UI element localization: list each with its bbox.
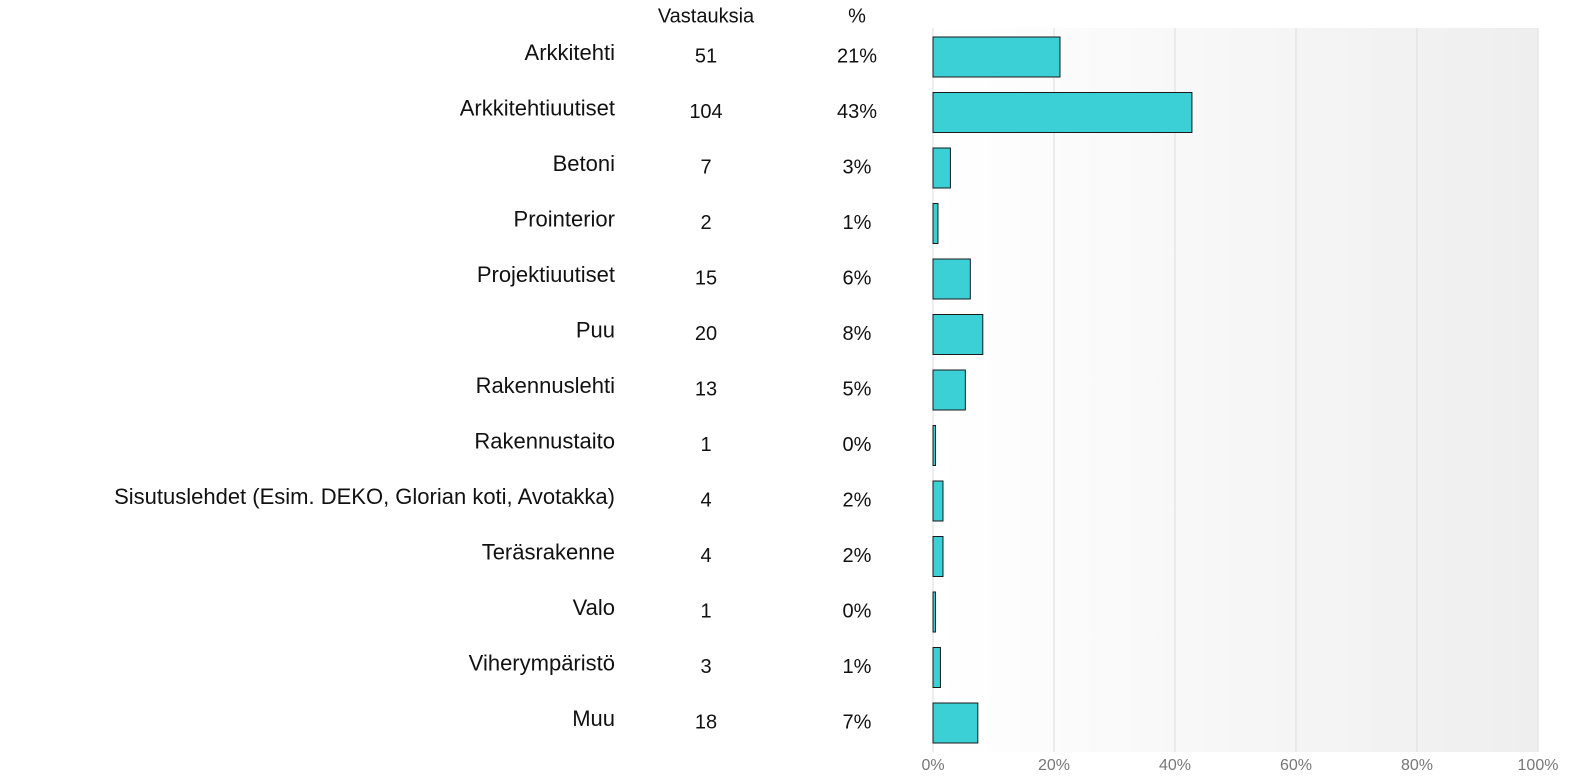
bar <box>932 314 984 355</box>
count-label: 18 <box>695 711 717 733</box>
count-label: 1 <box>700 434 711 456</box>
percent-label: 21% <box>837 45 877 67</box>
category-label: Valo <box>573 595 615 620</box>
count-label: 2 <box>700 212 711 234</box>
count-label: 20 <box>695 323 717 345</box>
category-label: Viherympäristö <box>469 650 615 675</box>
bar <box>932 425 936 466</box>
count-label: 4 <box>700 489 711 511</box>
bar <box>932 647 941 688</box>
bar <box>932 92 1193 133</box>
percent-label: 0% <box>843 600 872 622</box>
category-label: Arkkitehtiuutiset <box>460 95 615 120</box>
percent-label: 8% <box>843 323 872 345</box>
percent-label: 7% <box>843 711 872 733</box>
percent-label: 5% <box>843 378 872 400</box>
x-tick-label: 40% <box>1159 757 1191 774</box>
x-tick-label: 100% <box>1518 757 1559 774</box>
category-label: Prointerior <box>514 206 615 231</box>
percent-label: 1% <box>843 212 872 234</box>
bar <box>932 36 1061 78</box>
count-label: 7 <box>700 156 711 178</box>
count-label: 3 <box>700 656 711 678</box>
percent-label: 43% <box>837 101 877 123</box>
x-tick-label: 0% <box>921 757 944 774</box>
count-label: 1 <box>700 600 711 622</box>
bar <box>932 702 979 744</box>
category-label: Betoni <box>553 151 615 176</box>
bar <box>932 591 936 633</box>
plot-background <box>933 28 1538 752</box>
percent-header: % <box>848 5 866 27</box>
count-label: 15 <box>695 267 717 289</box>
category-label: Sisutuslehdet (Esim. DEKO, Glorian koti,… <box>114 484 615 509</box>
count-label: 104 <box>689 101 722 123</box>
x-tick-label: 60% <box>1280 757 1312 774</box>
percent-label: 3% <box>843 156 872 178</box>
percent-label: 2% <box>843 545 872 567</box>
category-label: Projektiuutiset <box>477 262 615 287</box>
x-tick-label: 80% <box>1401 757 1433 774</box>
bar <box>932 536 944 577</box>
category-label: Puu <box>576 317 615 342</box>
percent-label: 0% <box>843 434 872 456</box>
count-label: 4 <box>700 545 711 567</box>
bar <box>932 147 951 189</box>
bar <box>932 258 971 300</box>
category-label: Teräsrakenne <box>482 539 615 564</box>
bar <box>932 203 939 244</box>
category-label: Rakennuslehti <box>476 373 615 398</box>
count-header: Vastauksia <box>658 5 755 27</box>
bar <box>932 369 966 411</box>
percent-label: 1% <box>843 656 872 678</box>
category-label: Rakennustaito <box>474 428 615 453</box>
category-label: Muu <box>572 706 615 731</box>
bar <box>932 480 944 522</box>
percent-label: 2% <box>843 489 872 511</box>
category-label: Arkkitehti <box>525 40 615 65</box>
x-tick-label: 20% <box>1038 757 1070 774</box>
percent-label: 6% <box>843 267 872 289</box>
count-label: 51 <box>695 45 717 67</box>
count-label: 13 <box>695 378 717 400</box>
